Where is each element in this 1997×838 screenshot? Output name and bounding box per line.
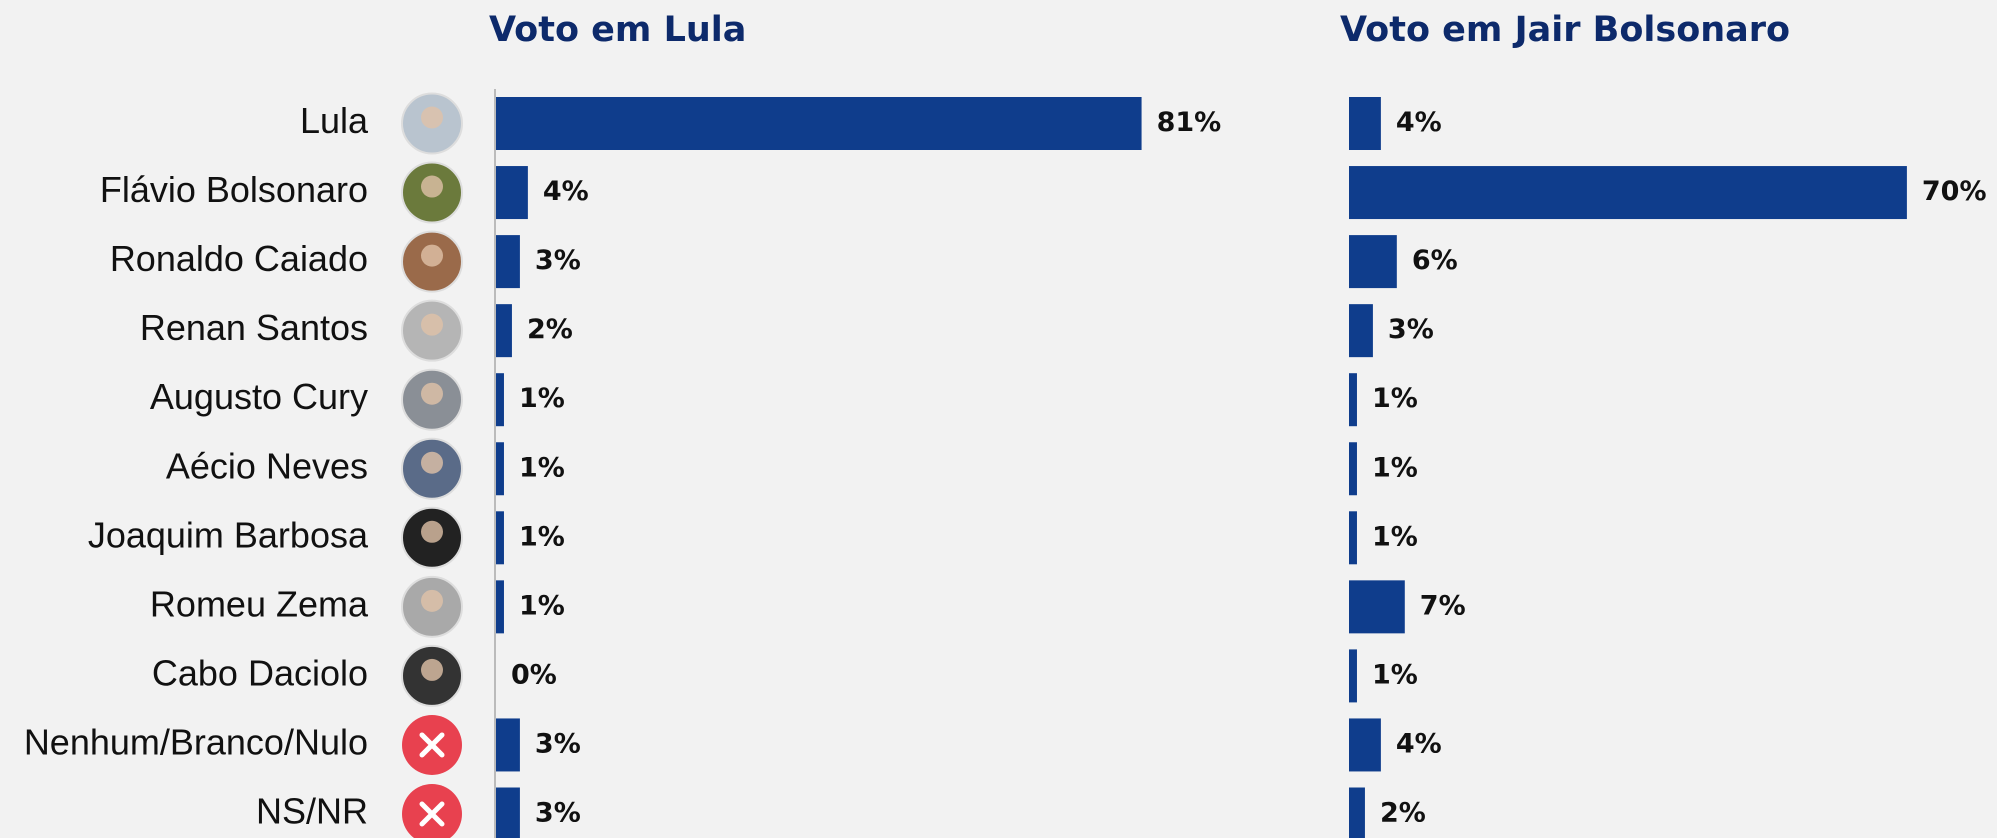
avatar-head [421,244,443,267]
value-label: 4% [543,176,589,207]
bar [1349,787,1365,838]
category-label: Flávio Bolsonaro [100,169,368,210]
bar [496,718,520,772]
category-label: Ronaldo Caiado [110,238,368,279]
value-label: 70% [1922,176,1987,207]
value-label: 1% [1372,659,1418,690]
avatar-head [421,658,443,681]
bar [496,373,504,427]
value-label: 1% [519,521,565,552]
avatar-head [421,589,443,612]
avatar-head [421,520,443,543]
value-label: 1% [519,383,565,414]
none-icon-x [419,801,445,827]
value-label: 4% [1396,107,1442,138]
bar [1349,166,1907,220]
bar [496,304,512,358]
value-label: 7% [1420,590,1466,621]
bar [1349,304,1373,358]
category-label: NS/NR [256,791,368,832]
value-label: 81% [1157,107,1222,138]
value-label: 1% [1372,383,1418,414]
category-label: Aécio Neves [166,445,368,486]
bar [1349,442,1357,496]
value-label: 3% [535,798,581,829]
bar [1349,718,1381,772]
avatar-head [421,451,443,474]
none-icon-x [419,732,445,758]
avatar-head [421,313,443,336]
category-label: Joaquim Barbosa [88,514,369,555]
value-label: 2% [527,314,573,345]
bar [496,235,520,289]
chart-title: Voto em Jair Bolsonaro [1340,10,1790,50]
category-label: Nenhum/Branco/Nulo [24,721,368,762]
category-label: Augusto Cury [150,376,368,417]
bar [1349,580,1405,634]
avatar-head [421,106,443,129]
value-label: 1% [1372,452,1418,483]
category-label: Romeu Zema [150,583,369,624]
value-label: 1% [519,452,565,483]
bar [1349,97,1381,150]
chart-title: Voto em Lula [489,10,746,50]
avatar-head [421,382,443,405]
value-label: 3% [1388,314,1434,345]
bar [496,511,504,565]
value-label: 0% [511,659,557,690]
value-label: 1% [519,590,565,621]
bar [1349,649,1357,703]
category-label: Renan Santos [140,307,368,348]
bar [496,97,1142,150]
value-label: 3% [535,245,581,276]
value-label: 3% [535,728,581,759]
bar [496,166,528,220]
value-label: 6% [1412,245,1458,276]
bar [1349,373,1357,427]
bar [496,580,504,634]
value-label: 2% [1380,798,1426,829]
bar [496,787,520,838]
value-label: 4% [1396,728,1442,759]
value-label: 1% [1372,521,1418,552]
category-label: Lula [300,100,369,141]
bar [1349,235,1397,289]
avatar-head [421,175,443,198]
category-label: Cabo Daciolo [152,652,368,693]
bar [1349,511,1357,565]
bar [496,442,504,496]
